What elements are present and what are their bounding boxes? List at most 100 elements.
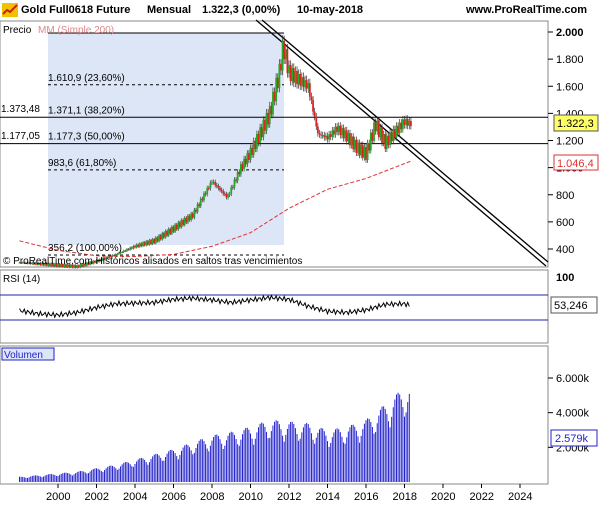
rsi-line: [19, 294, 410, 319]
candle-body: [159, 235, 162, 240]
candle-body: [93, 260, 96, 263]
candle-body: [169, 228, 172, 234]
candle-body: [140, 243, 143, 247]
candle-body: [333, 130, 335, 135]
candle-body: [389, 132, 391, 146]
candle-body: [320, 134, 322, 136]
candle-body: [98, 259, 101, 262]
candle-body: [337, 125, 340, 132]
candle-body: [344, 130, 347, 139]
candle-body: [129, 247, 132, 250]
price-tick-label: 1.800: [556, 54, 584, 66]
candle-body: [342, 128, 345, 139]
volume-badge-text: 2.579k: [555, 433, 589, 445]
candle-body: [116, 253, 119, 255]
last-price-badge: [553, 114, 599, 132]
candle-body: [299, 73, 302, 86]
candle-body: [138, 243, 141, 247]
rsi-label: RSI (14): [3, 274, 40, 285]
x-tick-label: 2012: [277, 491, 301, 503]
candle-body: [29, 262, 32, 265]
candle-body: [376, 120, 379, 132]
candle-body: [313, 111, 316, 117]
volume-tick-label: 4.000k: [556, 408, 590, 420]
candle-body: [61, 264, 64, 268]
candle-body: [134, 245, 136, 248]
candle-body: [281, 40, 284, 71]
candle-body: [302, 77, 305, 88]
candle-body: [82, 263, 85, 267]
candle-body: [231, 187, 234, 189]
candle-body: [390, 132, 393, 142]
candle-body: [243, 158, 245, 169]
volume-panel[interactable]: [0, 345, 549, 485]
candle-body: [166, 230, 168, 236]
candle-body: [318, 133, 321, 135]
candle-body: [373, 122, 375, 141]
candle-body: [185, 217, 188, 223]
last-price-label: 1.322,3 (0,00%): [202, 4, 281, 16]
candle-body: [288, 65, 290, 74]
trendline-lower: [255, 19, 547, 267]
fib-level-label: 1.610,9 (23,60%): [48, 73, 125, 84]
candle-body: [225, 193, 228, 198]
candle-body: [223, 193, 226, 195]
candle-body: [177, 222, 180, 230]
candle-body: [259, 127, 262, 144]
candle-body: [321, 135, 324, 137]
candle-body: [79, 264, 82, 268]
candle-body: [73, 264, 75, 268]
candle-body: [308, 83, 311, 97]
volume-tick-label: 6.000k: [556, 373, 590, 385]
x-tick-label: 2002: [85, 491, 109, 503]
ma-line: [19, 160, 411, 257]
fib-level-label: 1.371,1 (38,20%): [48, 105, 125, 116]
candle-body: [65, 264, 67, 268]
candle-body: [339, 125, 342, 136]
candle-body: [167, 228, 170, 236]
candle-body: [401, 119, 404, 130]
candle-body: [336, 126, 339, 132]
trendline-upper: [261, 19, 549, 263]
candle-body: [312, 100, 314, 112]
candle-body: [365, 147, 367, 160]
candle-body: [105, 257, 108, 260]
x-tick-label: 2006: [162, 491, 186, 503]
x-tick-label: 2020: [431, 491, 455, 503]
candle-body: [55, 263, 58, 267]
candle-body: [358, 142, 361, 156]
candle-body: [180, 220, 183, 228]
candle-body: [50, 263, 53, 267]
candlesticks: [18, 35, 412, 269]
candle-body: [174, 224, 177, 232]
candle-body: [222, 190, 225, 194]
price-tick-label: 1.200: [556, 136, 584, 148]
price-tick-label: 2.000: [556, 27, 584, 39]
candle-body: [360, 144, 363, 156]
x-tick-label: 2016: [354, 491, 378, 503]
candle-body: [41, 263, 43, 266]
candle-body: [384, 134, 387, 149]
candle-body: [68, 264, 71, 268]
candle-body: [235, 179, 237, 181]
candle-body: [349, 133, 351, 146]
candle-body: [154, 237, 157, 244]
candle-body: [31, 262, 34, 265]
rsi-panel[interactable]: [0, 269, 549, 344]
x-tick-label: 2018: [393, 491, 417, 503]
candle-body: [130, 247, 133, 249]
candle-body: [153, 239, 156, 244]
x-tick-label: 2000: [46, 491, 70, 503]
candle-body: [257, 134, 260, 144]
candle-body: [36, 262, 39, 265]
candle-body: [379, 127, 382, 138]
candle-body: [326, 135, 329, 140]
candle-body: [60, 264, 63, 267]
candle-body: [179, 222, 181, 228]
candle-body: [408, 121, 411, 126]
candle-body: [398, 122, 401, 134]
rsi-badge: [550, 296, 598, 314]
candle-body: [57, 263, 59, 267]
candle-body: [251, 147, 254, 155]
